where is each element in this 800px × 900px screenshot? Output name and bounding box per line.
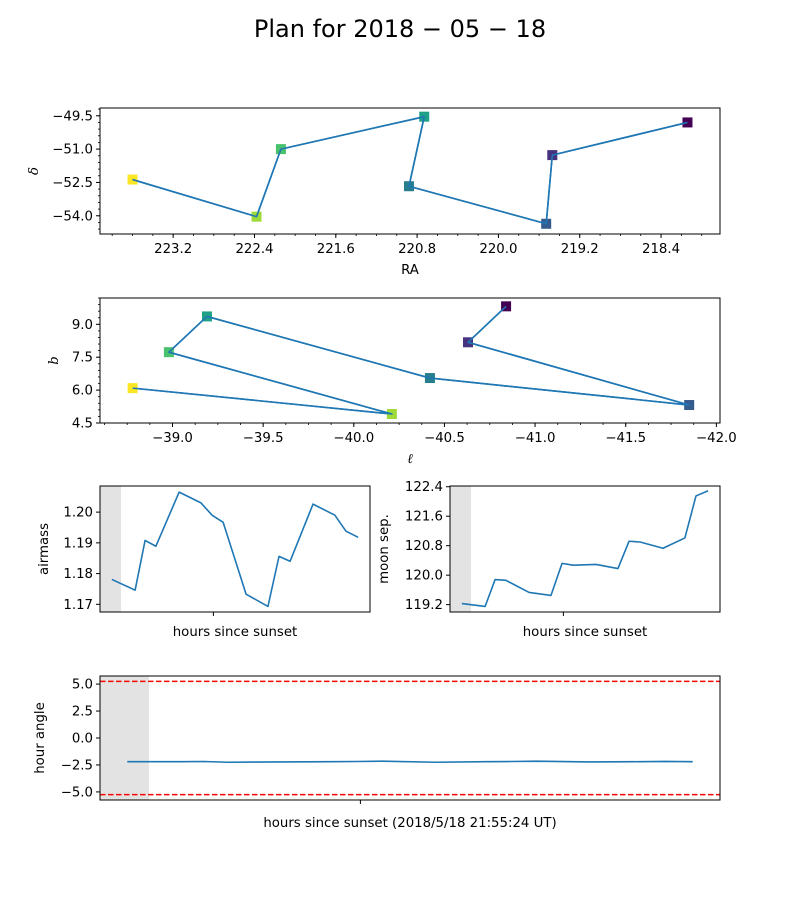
x-tick-label: −42.0 [696,431,737,446]
y-tick-label: 122.4 [405,480,443,495]
galactic-xlabel: ℓ [407,452,413,467]
plot-area [450,486,720,612]
figure-title: Plan for 2018 − 05 − 18 [254,15,546,43]
y-tick-label: −49.5 [52,109,93,124]
plot-area [100,486,370,612]
x-tick-label: 220.8 [398,242,436,257]
hourangle-xlabel: hours since sunset (2018/5/18 21:55:24 U… [263,816,556,831]
moonsep-xlabel: hours since sunset [523,625,647,640]
airmass-ylabel: airmass [37,523,52,575]
y-tick-label: 120.0 [405,569,443,584]
radec-axes: −49.5 −51.0 −52.5 −54.0 223.2 222.4 221.6 220.8… [27,107,721,278]
hourangle-ylabel: hour angle [33,702,48,774]
y-tick-label: −52.5 [52,176,93,191]
y-tick-label: 1.19 [63,536,93,551]
x-tick-label: 218.4 [642,242,680,257]
x-tick-label: −39.0 [152,431,193,446]
x-tick-label: −39.5 [243,431,284,446]
y-tick-label: 121.6 [405,510,443,525]
y-tick-label: 4.5 [72,417,93,432]
radec-ylabel: δ [27,167,42,175]
galactic-ylabel: b [47,356,62,365]
plot-area [100,676,720,800]
hourangle-series-line [127,760,693,764]
plot-area [100,298,720,423]
y-tick-label: 6.0 [72,384,93,399]
moonsep-axes: 122.4 121.6 120.8 120.0 119.2 hours since sun… [377,480,721,640]
y-tick-label: 120.8 [405,539,443,554]
moonsep-ylabel: moon sep. [377,514,392,584]
moonsep-series-line [461,490,709,608]
twilight-shade [100,486,122,612]
x-tick-label: 220.0 [479,242,517,257]
airmass-axes: 1.20 1.19 1.18 1.17 hours since sunset airmas… [37,485,371,640]
x-tick-label: 221.6 [317,242,355,257]
radec-series-line-overlay [132,115,688,225]
y-tick-label: 1.17 [63,598,93,613]
twilight-shade [450,486,472,612]
twilight-shade [100,676,149,800]
y-tick-label: −5.0 [61,785,93,800]
plot-area [100,108,720,234]
galactic-series-line-overlay [132,305,690,415]
radec-xlabel: RA [401,263,419,278]
y-tick-label: 119.2 [405,598,443,613]
x-tick-label: 223.2 [154,242,192,257]
x-tick-label: −40.0 [333,431,374,446]
y-tick-label: 2.5 [72,705,93,720]
y-tick-label: −54.0 [52,209,93,224]
y-tick-label: 5.0 [72,678,93,693]
axes-frame [449,485,721,613]
galactic-axes: 9.0 7.5 6.0 4.5 −39.0 −39.5 −40.0 −40.5 −41.0 −41… [47,297,737,467]
x-tick-label: 222.4 [235,242,273,257]
x-tick-label: −41.0 [515,431,556,446]
y-tick-label: 1.18 [63,567,93,582]
y-tick-label: 0.0 [72,732,93,747]
x-tick-label: −41.5 [605,431,646,446]
axes-frame [99,107,721,235]
axes-frame [99,297,721,424]
airmass-series-line [111,491,359,608]
axes-frame [99,485,371,613]
y-tick-label: −51.0 [52,143,93,158]
hourangle-axes: 5.0 2.5 0.0 −2.5 −5.0 hours since sunset (201… [33,675,721,831]
x-tick-label: 219.2 [561,242,599,257]
y-tick-label: −2.5 [61,758,93,773]
airmass-xlabel: hours since sunset [173,625,297,640]
y-tick-label: 7.5 [72,351,93,366]
y-tick-label: 9.0 [72,318,93,333]
x-tick-label: −40.5 [424,431,465,446]
y-tick-label: 1.20 [63,506,93,521]
